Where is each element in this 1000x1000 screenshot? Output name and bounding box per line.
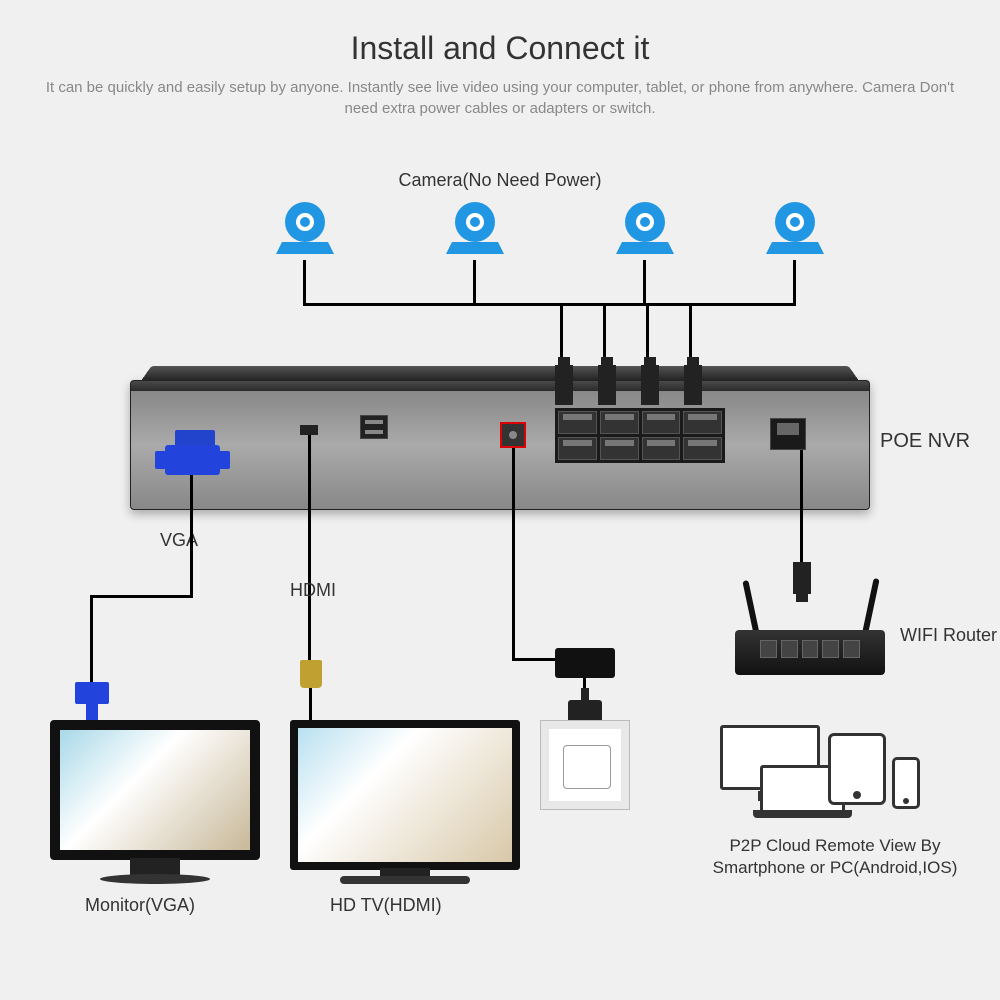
monitor-base: [100, 874, 210, 884]
cable: [308, 435, 311, 660]
poe-ports: [555, 408, 725, 463]
cable: [603, 303, 606, 365]
camera-icon: [440, 200, 510, 260]
cable: [646, 303, 649, 365]
rj45-plug-icon: [641, 365, 659, 405]
page-title: Install and Connect it: [0, 0, 1000, 67]
cable: [309, 688, 312, 720]
cable: [643, 260, 646, 305]
usb-ports: [360, 415, 388, 439]
cable: [90, 595, 193, 598]
rj45-plug-icon: [555, 365, 573, 405]
cable: [512, 448, 515, 658]
client-devices: [720, 715, 920, 815]
router-label: WIFI Router: [900, 625, 997, 646]
cable: [303, 303, 796, 306]
rj45-plug-icon: [793, 562, 811, 594]
devices-label: P2P Cloud Remote View By Smartphone or P…: [690, 835, 980, 879]
cable: [800, 450, 803, 562]
cable: [303, 260, 306, 305]
rj45-plug-icon: [684, 365, 702, 405]
monitor-label: Monitor(VGA): [85, 895, 195, 916]
vga-connector-icon: [165, 445, 220, 475]
wan-port: [770, 418, 806, 450]
nvr-label: POE NVR: [880, 430, 970, 453]
router-ports: [760, 640, 860, 658]
page-subtitle: It can be quickly and easily setup by an…: [0, 67, 1000, 119]
camera-icon: [760, 200, 830, 260]
camera-icon: [270, 200, 340, 260]
rj45-plug-icon: [598, 365, 616, 405]
tablet-icon: [828, 733, 886, 805]
camera-icon: [610, 200, 680, 260]
cable: [560, 303, 563, 365]
cable: [90, 595, 93, 685]
vga-plug-icon: [75, 682, 109, 704]
power-adapter-icon: [555, 648, 615, 678]
cable: [473, 260, 476, 305]
wall-outlet-icon: [540, 720, 630, 810]
phone-icon: [892, 757, 920, 809]
cable: [793, 260, 796, 305]
antenna-icon: [862, 578, 879, 633]
hdmi-label: HDMI: [290, 580, 336, 601]
cable: [512, 658, 557, 661]
monitor-device: [50, 720, 260, 860]
tv-label: HD TV(HDMI): [330, 895, 442, 916]
tv-device: [290, 720, 520, 870]
cable: [190, 475, 193, 595]
hdmi-port: [300, 425, 318, 435]
dc-power-port: [500, 422, 526, 448]
cable: [689, 303, 692, 365]
cameras-label: Camera(No Need Power): [0, 170, 1000, 191]
tv-base: [340, 876, 470, 884]
antenna-icon: [742, 580, 759, 635]
hdmi-plug-icon: [300, 660, 322, 688]
